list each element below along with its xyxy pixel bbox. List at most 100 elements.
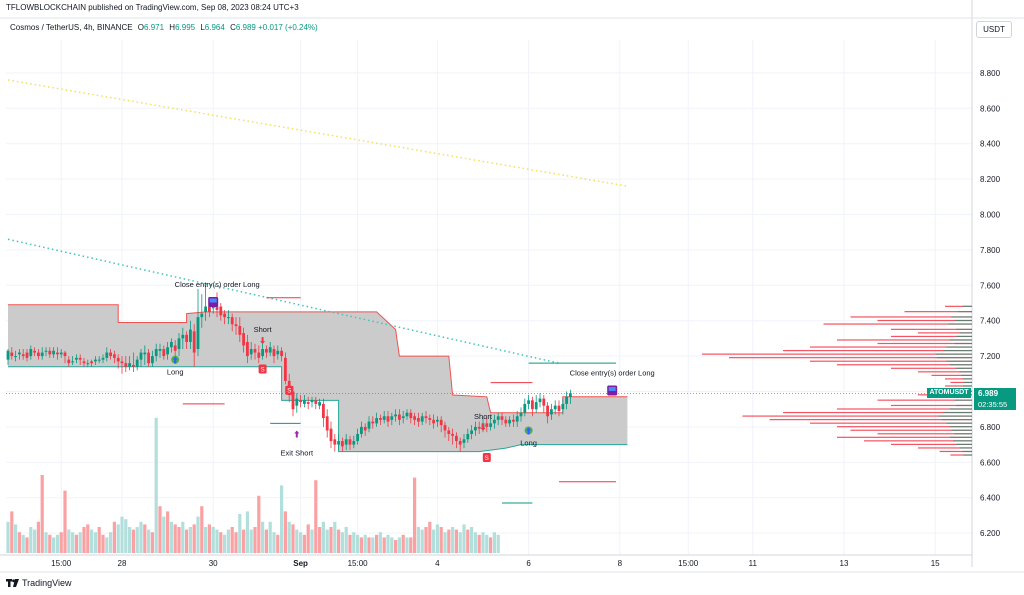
volume-profile-row-up <box>962 378 972 380</box>
candle-body <box>375 418 378 424</box>
volume-profile-row-up <box>959 371 972 373</box>
volume-profile-row-up <box>943 349 972 352</box>
volume-bar <box>74 534 78 553</box>
candle-body <box>462 439 466 443</box>
volume-profile-row <box>837 408 972 410</box>
volume-bar <box>477 534 481 553</box>
volume-bar <box>52 537 56 553</box>
ohlc-close-label: C <box>230 23 236 32</box>
volume-profile-row <box>810 346 972 348</box>
volume-profile-row-up <box>962 450 972 453</box>
volume-bar <box>150 532 154 553</box>
channel-upper-line <box>8 304 628 414</box>
candle-body <box>52 350 55 355</box>
volume-bar <box>283 511 287 553</box>
volume-bar <box>192 524 196 553</box>
volume-bar <box>135 527 139 553</box>
volume-bar <box>78 532 82 553</box>
candle-body <box>173 345 177 351</box>
volume-profile-row <box>837 339 972 341</box>
volume-bar <box>451 527 455 553</box>
time-tick-label: 8 <box>618 559 623 568</box>
short-badge-label: S <box>287 389 291 395</box>
volume-bar <box>211 527 215 553</box>
candle-body <box>116 357 120 362</box>
volume-profile-row <box>783 411 972 414</box>
price-tick-label: 6.600 <box>980 458 1001 467</box>
volume-profile-row-up <box>951 429 972 431</box>
tradingview-logo-text: TradingView <box>22 578 72 588</box>
volume-bar <box>337 529 341 553</box>
candle-body <box>515 416 519 422</box>
volume-bar <box>128 527 132 553</box>
volume-profile-row-up <box>949 408 972 410</box>
volume-profile-row <box>823 323 972 325</box>
trend-lines <box>6 79 972 394</box>
candle-body <box>25 352 29 358</box>
tradingview-logo[interactable]: TradingView <box>6 578 72 588</box>
volume-bar <box>245 511 249 553</box>
volume-bar <box>416 527 420 553</box>
short-signal-label: Short <box>474 412 493 421</box>
volume-bar <box>276 534 280 553</box>
level-lines <box>182 297 616 504</box>
candle-body <box>474 426 477 431</box>
currency-selector[interactable]: USDT <box>976 21 1012 38</box>
volume-bar <box>200 506 204 553</box>
volume-bar <box>496 534 500 553</box>
candle-body <box>29 349 33 357</box>
volume-bar <box>280 485 284 553</box>
volume-profile-row <box>729 357 972 359</box>
candle-body <box>185 334 188 342</box>
volume-bar <box>466 529 470 553</box>
candle-body <box>553 405 557 410</box>
volume-bar <box>428 521 432 553</box>
candle-body <box>424 416 428 419</box>
candle-body <box>344 439 348 445</box>
volume-profile-row-up <box>946 360 972 362</box>
volume-bar <box>481 532 485 553</box>
short-badge-label: S <box>261 367 265 373</box>
volume-bar <box>432 529 436 553</box>
candle-body <box>90 361 93 364</box>
candle-body <box>420 416 424 422</box>
volume-bar <box>188 527 192 553</box>
candle-body <box>363 426 367 431</box>
candle-body <box>192 331 196 353</box>
candle-body <box>371 421 375 424</box>
candle-body <box>200 313 204 318</box>
volume-profile-row <box>837 436 972 438</box>
long-signal-label: Long <box>167 368 184 377</box>
volume-bar <box>154 417 158 553</box>
volume-bar <box>310 529 314 553</box>
volume-bar <box>82 527 86 553</box>
volume-profile-row <box>877 319 972 322</box>
candle-body <box>329 428 333 442</box>
volume-bar <box>424 527 428 553</box>
volume-profile-row <box>950 454 972 456</box>
time-tick-label: Sep <box>293 559 308 568</box>
volume-bar <box>454 529 458 553</box>
price-tick-label: 8.400 <box>980 140 1001 149</box>
volume-bar <box>268 521 272 553</box>
candle-body <box>451 433 454 436</box>
volume-bar <box>272 532 276 553</box>
volume-bar <box>59 532 63 553</box>
candle-body <box>493 419 496 424</box>
candle-body <box>128 363 131 367</box>
candle-body <box>249 349 253 355</box>
candle-body <box>170 341 173 348</box>
volume-profile-row <box>918 371 972 373</box>
volume-bar <box>139 521 143 553</box>
volume-profile-row <box>742 415 972 417</box>
candle-body <box>519 412 523 417</box>
candle-body <box>386 416 390 422</box>
candle-body <box>405 412 409 417</box>
volume-bar <box>443 532 447 553</box>
volume-profile-row <box>891 404 972 407</box>
candle-body <box>211 306 215 309</box>
candle-body <box>227 317 230 319</box>
symbol-title: Cosmos / TetherUS, 4h, BINANCE <box>10 23 133 32</box>
volume-bar <box>105 537 109 553</box>
